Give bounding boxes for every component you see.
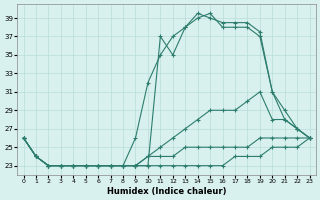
X-axis label: Humidex (Indice chaleur): Humidex (Indice chaleur) [107,187,226,196]
